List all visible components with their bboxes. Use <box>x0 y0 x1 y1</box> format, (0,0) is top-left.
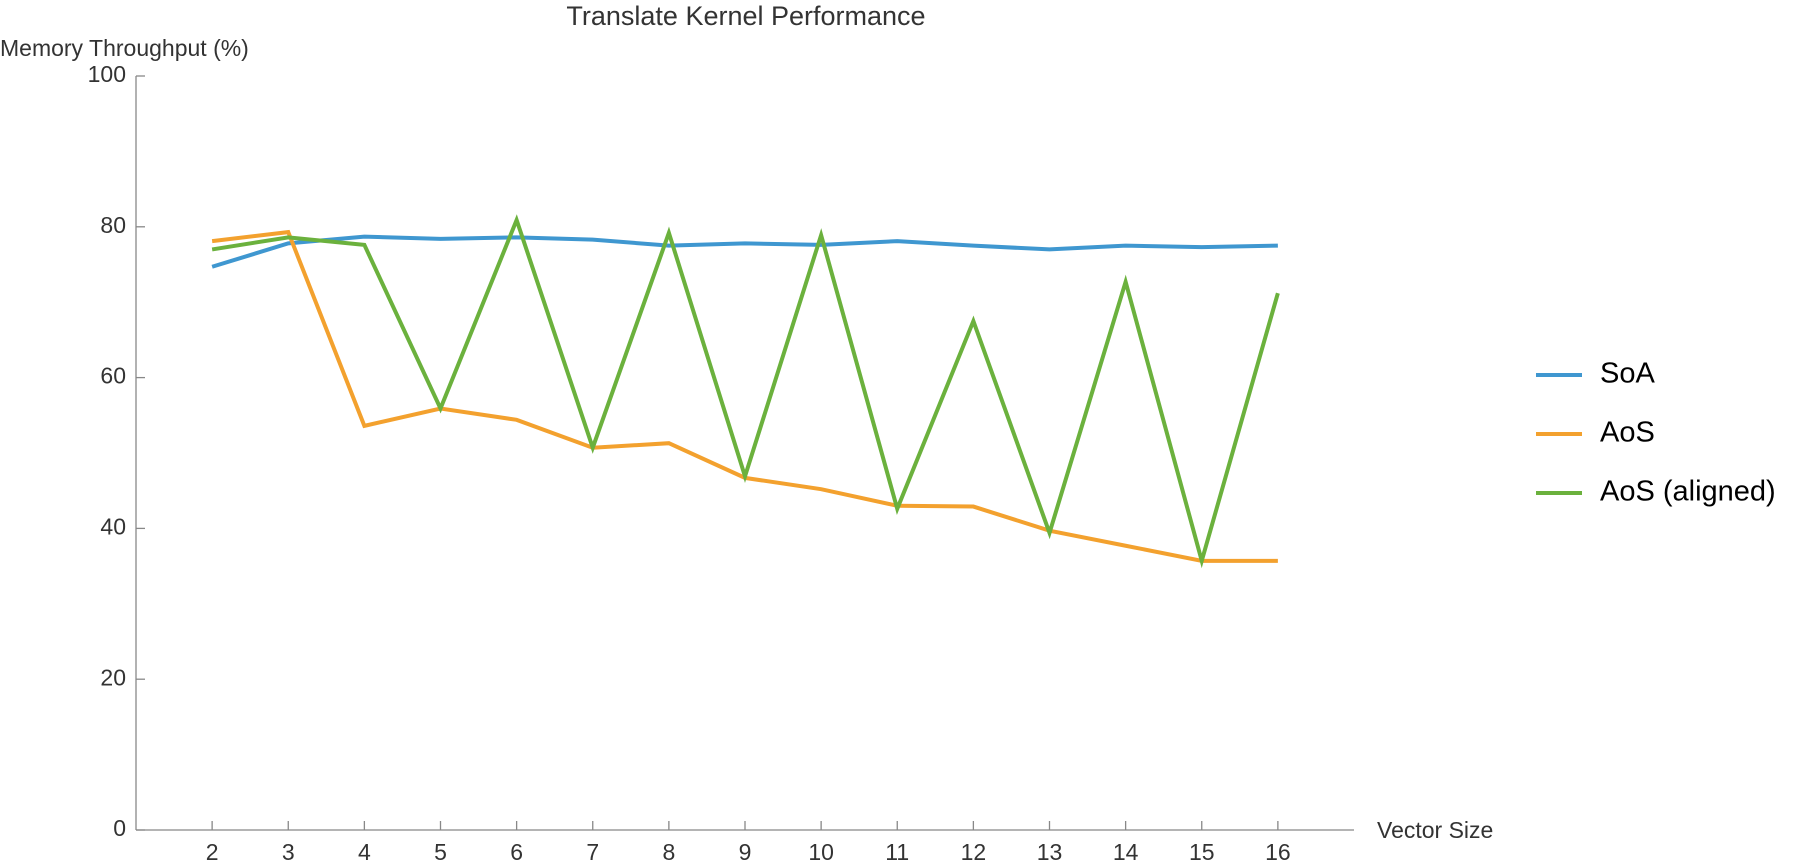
x-tick-label: 3 <box>282 839 295 865</box>
chart-title: Translate Kernel Performance <box>566 1 925 31</box>
x-tick-label: 13 <box>1037 839 1063 865</box>
legend-label: AoS <box>1600 417 1655 449</box>
y-tick-label: 40 <box>100 513 126 539</box>
x-tick-label: 6 <box>510 839 523 865</box>
x-tick-label: 12 <box>961 839 987 865</box>
y-tick-label: 80 <box>100 212 126 238</box>
x-axis-label: Vector Size <box>1377 817 1493 843</box>
series-line <box>211 229 1278 563</box>
y-tick-label: 0 <box>113 815 126 841</box>
legend-label: AoS (aligned) <box>1600 476 1776 508</box>
y-tick-label: 60 <box>100 363 126 389</box>
x-tick-label: 10 <box>808 839 834 865</box>
x-tick-label: 11 <box>885 839 909 865</box>
series-line <box>211 234 1278 269</box>
y-tick-label: 20 <box>100 664 126 690</box>
x-tick-label: 15 <box>1189 839 1215 865</box>
x-tick-label: 4 <box>358 839 371 865</box>
series-line <box>211 214 1280 569</box>
x-tick-label: 16 <box>1265 839 1291 865</box>
y-tick-label: 100 <box>88 61 126 87</box>
x-tick-label: 5 <box>434 839 447 865</box>
x-tick-label: 7 <box>586 839 599 865</box>
legend-label: SoA <box>1600 358 1655 390</box>
x-tick-label: 9 <box>739 839 752 865</box>
x-tick-label: 8 <box>662 839 675 865</box>
y-axis-label: Memory Throughput (%) <box>0 35 249 61</box>
x-tick-label: 2 <box>206 839 219 865</box>
x-tick-label: 14 <box>1113 839 1139 865</box>
